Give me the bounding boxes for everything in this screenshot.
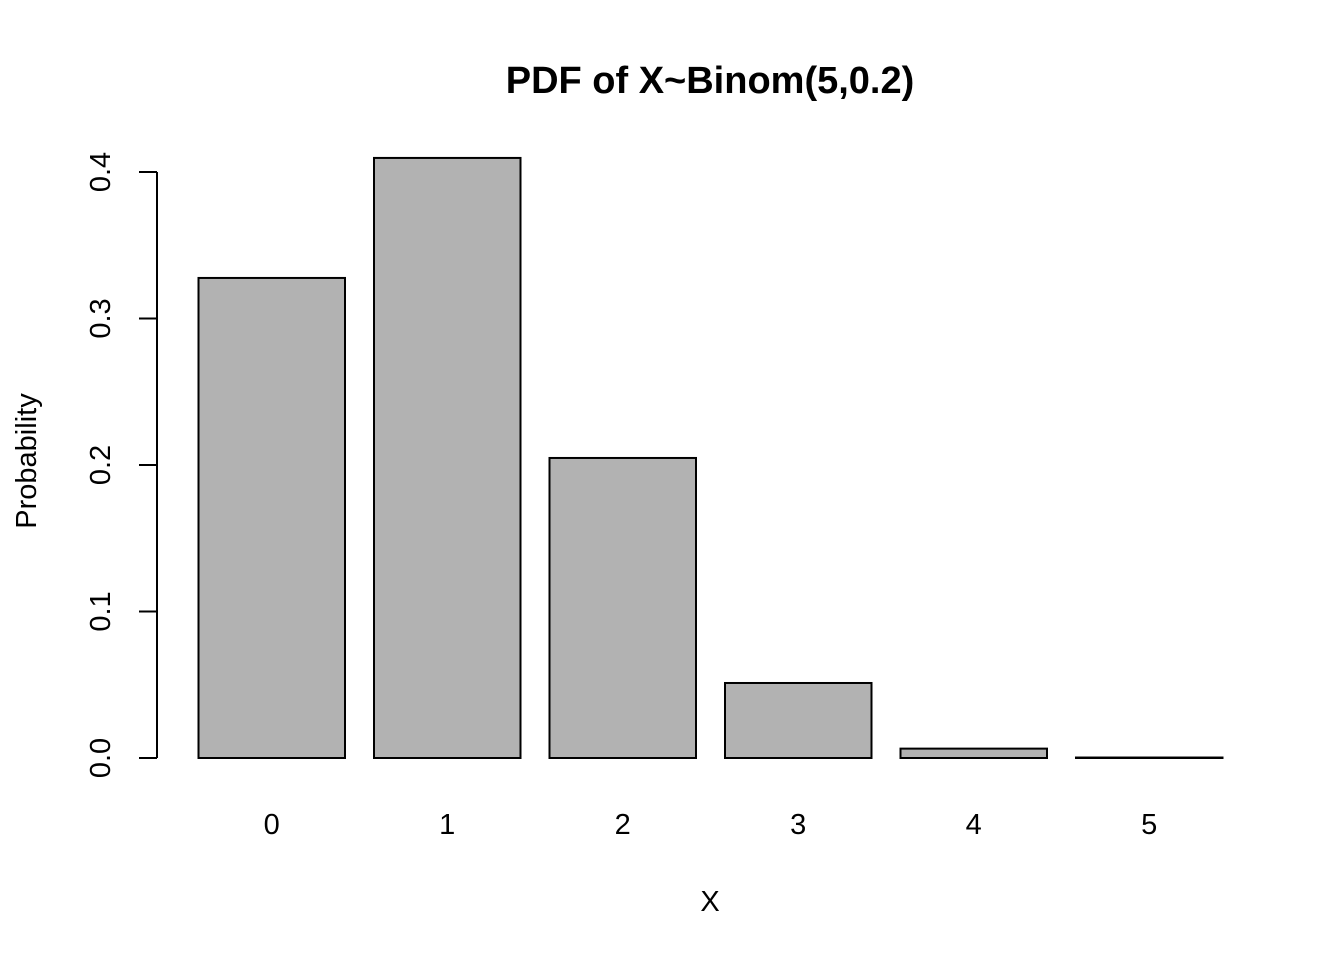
- bar-0: [197, 276, 346, 759]
- y-tick-label-0.0: 0.0: [85, 738, 117, 778]
- y-axis: 0.0 0.1 0.2 0.3 0.4: [85, 152, 158, 778]
- x-axis-label: X: [700, 886, 719, 918]
- y-tick-label-0.3: 0.3: [85, 298, 117, 338]
- x-tick-label-3: 3: [790, 809, 806, 841]
- y-tick-label-0.2: 0.2: [85, 445, 117, 485]
- y-tick-label-0.4: 0.4: [85, 152, 117, 192]
- x-tick-label-1: 1: [439, 809, 455, 841]
- x-tick-labels: 0 1 2 3 4 5: [264, 809, 1158, 841]
- x-tick-label-0: 0: [264, 809, 280, 841]
- x-tick-label-2: 2: [615, 809, 631, 841]
- bar-2: [548, 456, 697, 759]
- bars-group: [197, 156, 1224, 760]
- bar-3: [724, 681, 873, 760]
- bar-4: [899, 747, 1048, 760]
- chart-title: PDF of X~Binom(5,0.2): [506, 60, 915, 102]
- x-tick-label-4: 4: [966, 809, 982, 841]
- bar-1: [373, 156, 522, 760]
- y-tick-label-0.1: 0.1: [85, 591, 117, 631]
- x-tick-label-5: 5: [1141, 809, 1157, 841]
- y-axis-label: Probability: [11, 393, 43, 529]
